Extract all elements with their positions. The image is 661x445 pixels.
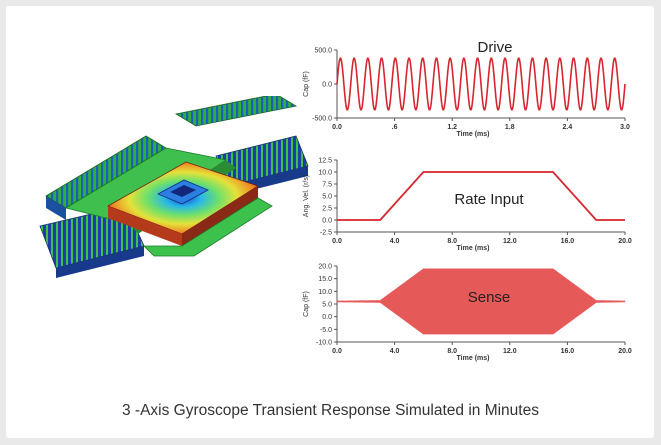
y-tick-label: 15.0: [318, 276, 332, 283]
y-tick-label: 0.0: [322, 82, 332, 89]
x-tick-label: .6: [392, 124, 398, 131]
y-tick-label: 5.0: [322, 194, 332, 201]
y-tick-label: 20.0: [318, 264, 332, 271]
x-tick-label: 20.0: [618, 238, 632, 245]
x-tick-label: 0.0: [332, 238, 342, 245]
chart-title: Rate Input: [454, 191, 524, 208]
figure-caption: 3 -Axis Gyroscope Transient Response Sim…: [122, 402, 539, 419]
x-tick-label: 0.0: [332, 124, 342, 131]
y-tick-label: 2.5: [322, 206, 332, 213]
x-tick-label: 8.0: [447, 238, 457, 245]
x-tick-label: 1.2: [447, 124, 457, 131]
x-tick-label: 20.0: [618, 348, 632, 355]
chart-title: Sense: [468, 289, 511, 306]
gyroscope-fea-model: [39, 96, 309, 278]
chart-title: Drive: [477, 39, 512, 56]
rate-input-chart: 12.5 10.0 7.5 5.0 2.5 0.0 -2.5 0.0 4.0 8.0 12.0 16.…: [300, 154, 640, 262]
x-axis-label: Time (ms): [457, 245, 490, 252]
x-tick-label: 4.0: [390, 238, 400, 245]
y-tick-label: 7.5: [322, 182, 332, 189]
x-axis-label: Time (ms): [457, 355, 490, 362]
y-tick-label: 5.0: [322, 302, 332, 309]
sense-plot: 20.015.010.05.00.0-5.0-10.00.0 4.0 8.0 12.0…: [303, 264, 632, 363]
x-axis-label: Time (ms): [457, 131, 490, 138]
x-tick-label: 0.0: [332, 348, 342, 355]
y-tick-label: 12.5: [318, 158, 332, 165]
y-tick-label: 10.0: [318, 289, 332, 296]
rate-input-plot: 12.510.07.55.02.50.0-2.50.0 4.0 8.0 12.0 16.…: [303, 158, 632, 253]
sense-series-line: [336, 268, 626, 335]
drive-series-line: [336, 57, 626, 111]
y-tick-label: 0.0: [322, 314, 332, 321]
y-axis-label: Cap (fF): [303, 291, 310, 317]
drive-chart: 500.0 0.0 -500.0 0.0.6 1.2 1.8 2.4 3.0 Time (ms)…: [300, 38, 640, 148]
y-axis-label: Ang. Vel. (r/s): [303, 175, 310, 217]
sense-chart: 20.0 15.0 10.0 5.0 0.0 -5.0 -10.0 0.0 4.0 8.0 12.0…: [300, 262, 640, 372]
x-tick-label: 12.0: [503, 348, 517, 355]
y-tick-label: -10.0: [316, 340, 332, 347]
x-tick-label: 8.0: [447, 348, 457, 355]
x-tick-label: 16.0: [561, 348, 575, 355]
x-tick-label: 3.0: [620, 124, 630, 131]
y-tick-label: -500.0: [312, 116, 332, 123]
y-tick-label: 0.0: [322, 218, 332, 225]
x-tick-label: 12.0: [503, 238, 517, 245]
x-tick-label: 4.0: [390, 348, 400, 355]
y-tick-label: 10.0: [318, 170, 332, 177]
x-tick-label: 1.8: [505, 124, 515, 131]
y-tick-label: 500.0: [314, 48, 332, 55]
x-tick-label: 2.4: [563, 124, 573, 131]
y-axis-label: Cap (fF): [303, 71, 310, 97]
y-tick-label: -2.5: [320, 230, 332, 237]
x-tick-label: 16.0: [561, 238, 575, 245]
rate-input-series-line: [337, 171, 625, 221]
y-tick-label: -5.0: [320, 327, 332, 334]
